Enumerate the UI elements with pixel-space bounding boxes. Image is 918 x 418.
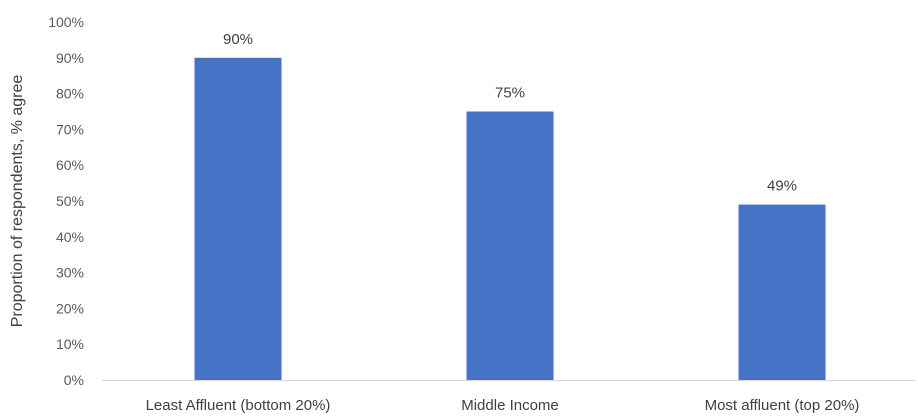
x-category-label: Most affluent (top 20%) xyxy=(705,397,860,414)
y-tick-label: 10% xyxy=(56,336,84,352)
y-tick-label: 20% xyxy=(56,300,84,316)
y-tick-label: 70% xyxy=(56,121,84,137)
y-tick-label: 50% xyxy=(56,193,84,209)
x-axis-labels: Least Affluent (bottom 20%) Middle Income… xyxy=(146,397,860,414)
y-tick-label: 100% xyxy=(48,14,84,30)
y-axis-ticks: 0% 10% 20% 30% 40% 50% 60% 70% 80% 90% 100% xyxy=(48,14,84,388)
bar xyxy=(466,111,554,380)
bar-data-label: 75% xyxy=(495,85,525,102)
bar-data-label: 49% xyxy=(767,178,797,195)
y-tick-label: 30% xyxy=(56,265,84,281)
x-category-label: Middle Income xyxy=(461,397,559,414)
y-tick-label: 0% xyxy=(64,372,84,388)
y-tick-label: 40% xyxy=(56,229,84,245)
y-tick-label: 80% xyxy=(56,86,84,102)
bar-data-label: 90% xyxy=(223,31,253,48)
bars xyxy=(194,57,826,381)
bar xyxy=(194,57,282,381)
y-axis-title: Proportion of respondents, % agree xyxy=(9,75,26,328)
y-tick-label: 90% xyxy=(56,50,84,66)
data-labels: 90% 75% 49% xyxy=(223,31,797,195)
bar xyxy=(738,204,826,380)
x-category-label: Least Affluent (bottom 20%) xyxy=(146,397,331,414)
y-tick-label: 60% xyxy=(56,157,84,173)
